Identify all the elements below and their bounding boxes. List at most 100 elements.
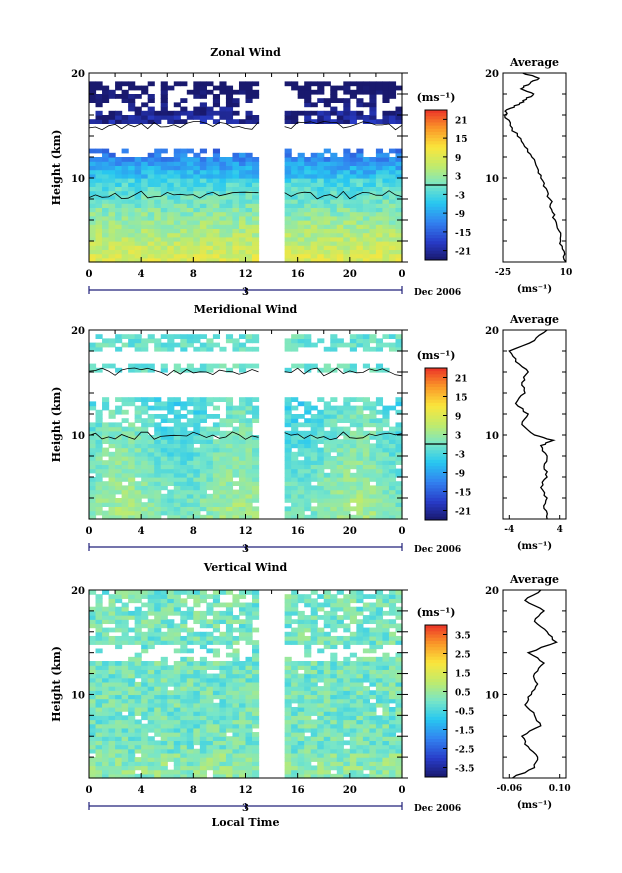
heatmap-cell (252, 161, 260, 166)
heatmap-cell (343, 85, 351, 91)
heatmap-cell (343, 367, 351, 373)
heatmap-cell (375, 401, 384, 407)
heatmap-cell (375, 757, 384, 762)
heatmap-cell (102, 422, 110, 428)
x-tick-label: 12 (239, 269, 253, 280)
heatmap-cell (291, 190, 299, 196)
heatmap-cell (219, 443, 227, 449)
heatmap-cell (369, 401, 377, 407)
heatmap-cell (225, 447, 234, 453)
heatmap-cell (173, 110, 181, 116)
heatmap-cell (395, 430, 403, 436)
heatmap-cell (245, 481, 253, 486)
heatmap-cell (323, 673, 331, 679)
contour-line (88, 367, 403, 377)
heatmap-cell (180, 426, 188, 432)
heatmap-cell (369, 257, 377, 263)
heatmap-cell (232, 119, 240, 124)
colorbar-band (425, 122, 447, 127)
colorbar-band (425, 428, 447, 432)
heatmap-cell (310, 245, 318, 250)
heatmap-cell (225, 610, 234, 616)
heatmap-cell (245, 89, 253, 95)
heatmap-cell (95, 635, 103, 641)
heatmap-cell (95, 757, 103, 762)
heatmap-cell (115, 736, 123, 741)
heatmap-cell (199, 598, 207, 604)
heatmap-cell (232, 514, 240, 520)
heatmap-cell (180, 220, 188, 225)
heatmap-cell (232, 656, 240, 662)
heatmap-cell (108, 464, 116, 470)
heatmap-cell (173, 723, 181, 729)
heatmap-cell (128, 732, 136, 737)
heatmap-cell (206, 249, 214, 255)
heatmap-cell (199, 447, 207, 453)
heatmap-cell (362, 606, 370, 612)
heatmap-cell (141, 89, 149, 95)
heatmap-cell (167, 464, 175, 470)
heatmap-cell (173, 602, 181, 608)
heatmap-cell (297, 594, 305, 599)
heatmap-cell (180, 681, 188, 687)
heatmap-cell (95, 98, 103, 103)
heatmap-cell (206, 460, 214, 465)
heatmap-cell (395, 769, 403, 775)
heatmap-cell (95, 736, 103, 741)
heatmap-cell (317, 157, 325, 162)
heatmap-cell (186, 241, 194, 246)
heatmap-cell (95, 765, 103, 771)
heatmap-cell (349, 194, 357, 200)
heatmap-cell (245, 498, 253, 503)
heatmap-cell (284, 602, 292, 608)
colorbar-band (425, 507, 447, 511)
heatmap-cell (108, 161, 116, 166)
heatmap-cell (134, 443, 142, 449)
colorbar-tick-label: 15 (455, 135, 468, 145)
heatmap-cell (206, 686, 214, 691)
y-tick-label: 20 (71, 69, 85, 80)
heatmap-cell (173, 769, 181, 775)
heatmap-cell (199, 435, 207, 440)
heatmap-cell (212, 590, 221, 595)
heatmap-cell (330, 94, 338, 99)
heatmap-cell (232, 615, 240, 620)
heatmap-cell (173, 468, 181, 474)
heatmap-cell (395, 338, 403, 344)
colorbar-band (425, 396, 447, 401)
heatmap-cell (297, 627, 305, 633)
heatmap-cells (89, 334, 403, 520)
heatmap-cell (147, 640, 155, 645)
heatmap-cell (89, 439, 97, 444)
heatmap-cell (297, 414, 305, 419)
heatmap-cell (336, 430, 344, 436)
heatmap-cell (141, 165, 149, 171)
heatmap-cell (317, 89, 325, 95)
heatmap-cell (134, 489, 142, 495)
heatmap-cell (304, 468, 312, 474)
heatmap-cell (147, 253, 155, 259)
heatmap-cell (225, 631, 234, 637)
heatmap-cell (160, 81, 168, 87)
heatmap-cell (134, 719, 142, 725)
heatmap-cell (154, 443, 162, 449)
heatmap-cell (388, 661, 397, 666)
heatmap-cell (160, 182, 168, 187)
heatmap-cell (297, 736, 305, 741)
heatmap-cell (219, 477, 227, 482)
heatmap-cell (180, 744, 188, 750)
heatmap-cell (219, 257, 227, 263)
heatmap-cell (128, 727, 136, 733)
heatmap-cell (330, 498, 338, 503)
heatmap-cell (336, 460, 344, 465)
heatmap-cell (193, 706, 201, 712)
heatmap-cell (219, 215, 227, 221)
heatmap-cell (167, 249, 175, 255)
heatmap-cell (102, 493, 110, 499)
heatmap-cell (154, 752, 162, 758)
heatmap-cell (317, 98, 325, 103)
heatmap-cell (212, 732, 221, 737)
colorbar-band (425, 156, 447, 161)
heatmap-cell (252, 443, 260, 449)
